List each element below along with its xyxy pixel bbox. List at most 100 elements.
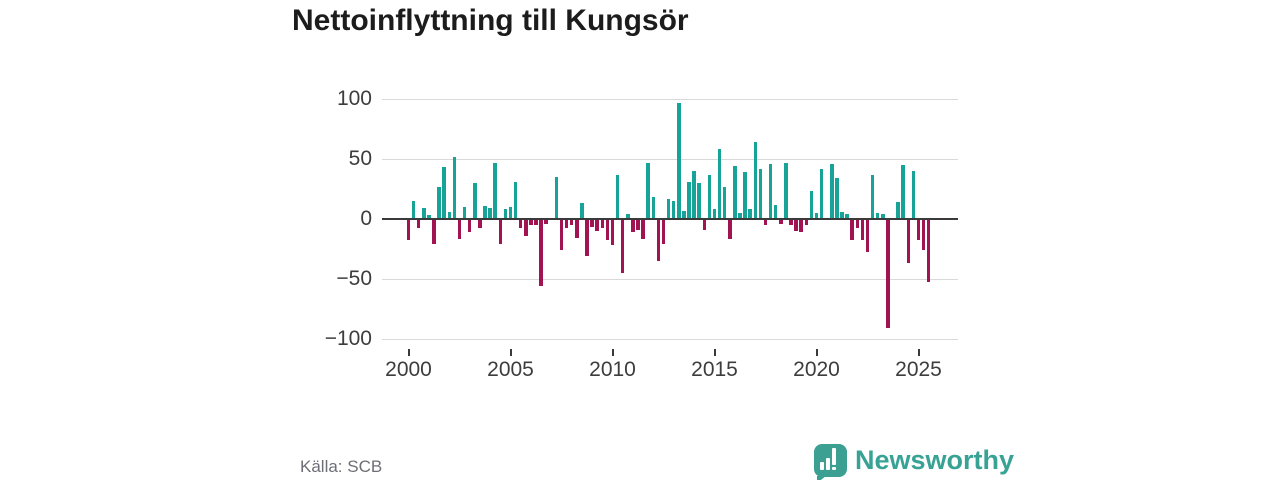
x-tick-label: 2000 [385,358,432,381]
bar [631,220,635,232]
bar [789,220,793,225]
bar [620,220,625,273]
bar [712,209,717,219]
bar [799,220,803,232]
bar [488,208,492,219]
bar [926,220,931,283]
bar [671,201,676,219]
bar [539,220,543,286]
y-tick-label: 50 [348,147,372,170]
bar [886,220,890,328]
bar [916,220,921,241]
bar [513,181,518,219]
bar [743,172,747,219]
x-tick-mark [407,349,410,356]
bar [422,208,426,219]
bar [697,183,701,219]
bar [427,215,431,219]
bar [559,220,564,250]
y-tick-label: −100 [324,327,372,350]
source-label: Källa: SCB [300,457,383,476]
x-tick-label: 2020 [793,358,840,381]
bar-chart-icon [820,447,841,470]
gridline [382,99,958,100]
bar [442,167,446,219]
bar [467,220,472,232]
bar [896,202,900,219]
bar [508,207,513,219]
y-tick-label: 0 [360,207,372,230]
bar [758,168,763,219]
bar [748,209,752,219]
bar [529,220,533,225]
bar [875,213,880,219]
bar [835,178,839,219]
bar [478,220,482,229]
bar [503,209,508,219]
bar [692,171,696,219]
bar [473,183,477,219]
bar [738,213,742,219]
bar [432,220,436,244]
x-tick-mark [815,349,818,356]
bar [615,174,620,219]
x-tick-mark [713,349,716,356]
gridline [382,159,958,160]
zero-axis-line [382,218,958,220]
x-tick-label: 2005 [487,358,534,381]
newsworthy-logo[interactable]: Newsworthy [814,442,1015,480]
bar [850,220,854,241]
newsworthy-bubble-icon [814,443,847,480]
bar [447,211,452,219]
bar [779,220,783,224]
bar [722,186,727,219]
bar [881,214,885,219]
bar [911,171,916,219]
bar [656,220,661,261]
bar [768,163,773,219]
x-tick-label: 2025 [895,358,942,381]
bar [534,220,538,225]
bar [682,210,686,219]
chart-title: Nettoinflyttning till Kungsör [292,4,689,37]
bar [600,220,605,229]
bar [906,220,911,264]
bar [483,205,487,219]
bar [845,214,849,219]
x-tick-mark [611,349,614,356]
bar [605,220,610,241]
bar [687,181,691,219]
bar [651,197,656,219]
x-tick-label: 2010 [589,358,636,381]
bar [626,214,630,219]
bar [794,220,798,231]
bar [840,211,844,219]
y-tick-label: −50 [336,267,372,290]
bar [753,142,758,219]
bar [493,162,497,219]
bar [921,220,926,250]
newsworthy-wordmark: Newsworthy [855,444,1015,475]
bar [855,220,860,229]
bar [860,220,865,241]
bar [610,220,615,246]
bar [809,191,814,219]
gridline [382,279,958,280]
bar [585,220,589,256]
bar [590,220,594,228]
bar [819,168,824,219]
bar [733,166,737,219]
bar [728,220,732,240]
bar [830,163,834,219]
x-tick-label: 2015 [691,358,738,381]
bar [804,220,809,225]
bar [784,162,788,219]
bar [437,186,441,219]
bar [641,220,645,240]
bar [661,220,666,244]
bar [865,220,870,253]
bar [677,102,681,219]
x-tick-mark [917,349,920,356]
bar [870,174,875,219]
gridline [382,339,958,340]
